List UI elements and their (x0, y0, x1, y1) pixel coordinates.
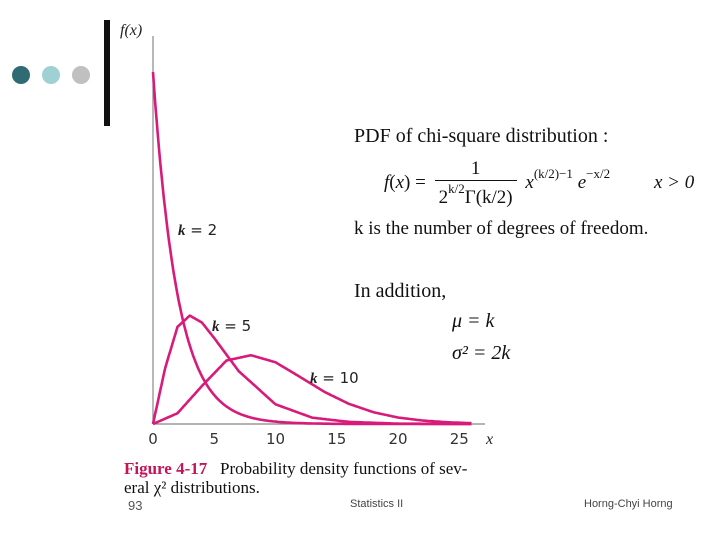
formula-fraction: 1 2k/2Γ(k/2) (434, 158, 517, 209)
formula-e: e (577, 171, 587, 193)
decor-vertical-bar (104, 20, 110, 126)
variance-formula: σ² = 2k (452, 342, 511, 364)
decor-dot-gray (72, 66, 90, 84)
x-tick-label: 5 (209, 430, 219, 448)
series-label-k5: k = 5 (212, 317, 251, 335)
figure-caption: Figure 4-17 Probability density function… (124, 459, 467, 497)
x-tick-label: 10 (266, 430, 285, 448)
formula-x-power: x (525, 171, 534, 193)
formula-eq: = (415, 171, 426, 193)
formula-numerator: 1 (434, 158, 517, 181)
x-tick-label: 25 (450, 430, 469, 448)
k-description: k is the number of degrees of freedom. (354, 218, 649, 239)
formula-e-exponent: −x/2 (586, 165, 611, 181)
formula-denominator: 2k/2Γ(k/2) (435, 181, 517, 209)
x-tick-label: 15 (327, 430, 346, 448)
footer-author: Horng-Chyi Horng (584, 498, 673, 510)
formula-f: f (384, 171, 390, 193)
x-axis-label: x (485, 431, 493, 448)
page-number: 93 (128, 498, 143, 513)
decor-dot-teal (12, 66, 30, 84)
addition-heading: In addition, (354, 280, 447, 302)
caption-line1: Probability density functions of sev- (220, 459, 468, 478)
caption-line2: eral χ² distributions. (124, 478, 260, 497)
den-sup: k/2 (448, 181, 465, 196)
footer-title: Statistics II (350, 498, 404, 510)
y-axis-label: f(x) (120, 22, 142, 39)
series-line-k5 (151, 314, 472, 426)
decor-dot-light-blue (42, 66, 60, 84)
series-line-k10 (152, 353, 472, 426)
series-label-k10: k = 10 (310, 369, 359, 387)
pdf-title: PDF of chi-square distribution : (354, 125, 609, 147)
pdf-formula: f(x) = 1 2k/2Γ(k/2) x(k/2)−1 e−x/2 (384, 158, 611, 209)
mean-formula: μ = k (452, 310, 495, 332)
x-tick-label: 0 (148, 430, 158, 448)
den-gamma: Γ (464, 187, 476, 208)
series-label-k2: k = 2 (178, 221, 217, 239)
formula-x-exponent: (k/2)−1 (533, 165, 573, 181)
den-arg: (k/2) (475, 187, 513, 208)
den-base: 2 (438, 187, 449, 208)
figure-number: Figure 4-17 (124, 459, 208, 478)
domain-condition: x > 0 (654, 172, 695, 193)
formula-x: x (395, 171, 405, 193)
x-tick-label: 20 (388, 430, 407, 448)
